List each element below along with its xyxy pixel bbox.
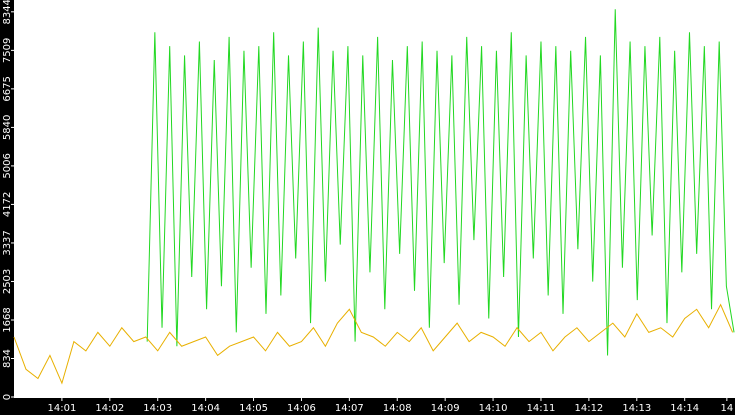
x-tick-label: 14:07: [335, 403, 364, 414]
x-tick-label: 14: [720, 403, 733, 414]
x-axis-band: [0, 398, 735, 415]
series-line: [13, 303, 734, 385]
x-tick-label: 14:05: [239, 403, 268, 414]
y-tick-label: 3337: [2, 230, 13, 255]
y-tick-label: 2503: [2, 269, 13, 294]
y-tick-label: 8344: [2, 0, 13, 25]
x-tick-label: 14:06: [287, 403, 316, 414]
x-tick-label: 14:10: [479, 403, 508, 414]
y-tick-label: 5006: [2, 153, 13, 178]
y-tick-label: 7509: [2, 38, 13, 63]
x-tick-label: 14:12: [574, 403, 603, 414]
y-axis-band: [0, 0, 14, 415]
y-tick-label: 6675: [2, 76, 13, 101]
x-tick-label: 14:03: [143, 403, 172, 414]
y-tick-label: 0: [2, 394, 13, 400]
x-tick-label: 14:01: [47, 403, 76, 414]
x-tick-label: 14:14: [670, 403, 699, 414]
x-tick-label: 14:11: [527, 403, 556, 414]
y-tick-label: 834: [2, 349, 13, 368]
x-tick-label: 14:02: [95, 403, 124, 414]
x-tick-label: 14:08: [383, 403, 412, 414]
x-tick-label: 14:09: [431, 403, 460, 414]
y-tick-label: 5840: [2, 115, 13, 140]
series-line: [146, 9, 735, 356]
x-tick-label: 14:04: [191, 403, 220, 414]
x-tick-label: 14:13: [622, 403, 651, 414]
y-tick-label: 1668: [2, 307, 13, 332]
y-tick-label: 4172: [2, 192, 13, 217]
